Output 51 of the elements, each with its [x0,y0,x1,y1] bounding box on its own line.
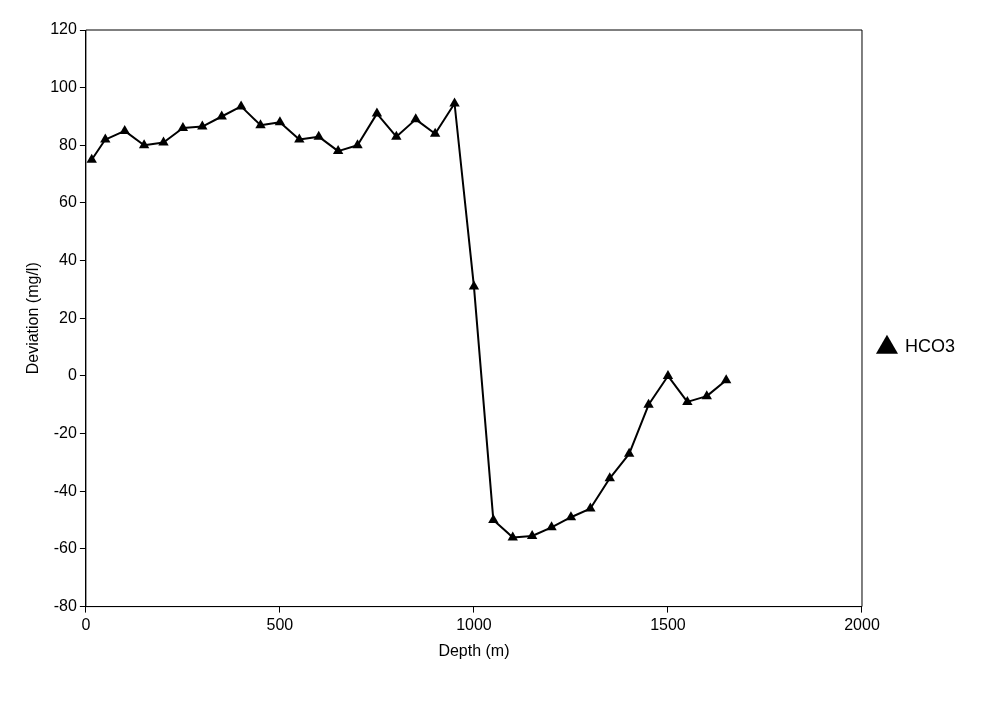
y-tick-label: 80 [59,135,77,153]
y-tick-label: 0 [67,366,77,384]
point [371,107,383,117]
y-tick-label: 40 [59,251,77,269]
point [585,502,596,512]
x-axis-title: Depth (m) [438,641,510,659]
y-tick-label: 60 [59,193,77,211]
point [488,514,499,524]
point [158,136,169,146]
point [235,100,247,110]
point [701,390,712,400]
legend-label: HCO3 [904,336,956,357]
x-tick-label: 500 [266,615,294,633]
point [352,139,363,149]
point [662,369,674,379]
y-tick-label: 120 [50,20,77,38]
point [682,395,693,405]
point [313,130,324,140]
point [720,374,732,384]
point [604,472,615,482]
x-tick-label: 0 [81,615,91,633]
y-tick-label: -60 [53,539,77,557]
y-tick-label: -40 [53,481,77,499]
x-tick-label: 1000 [456,615,492,633]
y-tick-label: -20 [53,424,77,442]
point [623,447,635,457]
point [177,122,189,132]
point [468,280,480,290]
point [526,529,538,539]
x-tick-label: 2000 [844,615,880,633]
point [565,511,577,521]
point [255,119,266,129]
point [643,398,654,408]
point [546,521,557,531]
y-tick-label: -80 [53,597,77,615]
point [332,145,344,155]
point [274,116,286,126]
point [100,133,111,143]
point [86,153,97,163]
x-tick-label: 1500 [650,615,686,633]
y-tick-label: 20 [59,308,77,326]
point [429,127,441,137]
point [449,97,460,107]
point [410,113,421,123]
point [197,120,208,130]
point [391,130,402,140]
point [119,124,130,134]
point [138,139,150,149]
y-tick-label: 100 [50,78,77,96]
y-axis-title: Deviation (mg/l) [24,262,42,375]
point [294,133,305,143]
